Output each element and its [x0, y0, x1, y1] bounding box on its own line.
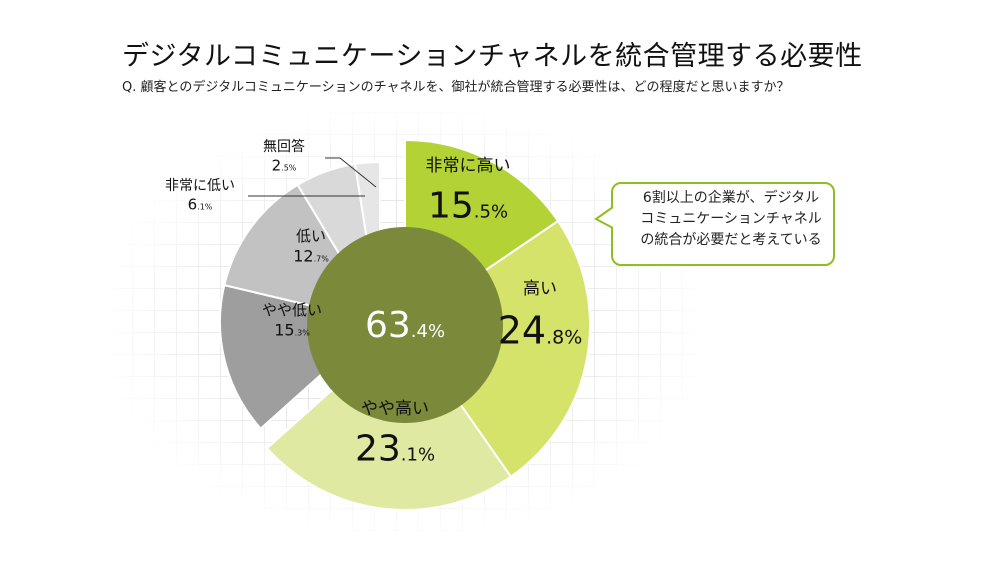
- leader-line-7: [325, 157, 377, 188]
- slice-value-5: 12.7%: [293, 247, 329, 266]
- slice-label-5: 低い: [296, 227, 326, 245]
- callout-line-2: コミュニケーションチャネル: [640, 211, 822, 227]
- leader-lines: [248, 157, 377, 197]
- callout-text: 6割以上の企業が、デジタル コミュニケーションチャネル の統合が必要だと考えてい…: [626, 188, 836, 251]
- slice-value-3: 23.1%: [355, 429, 435, 470]
- slice-value-6: 6.1%: [188, 195, 213, 213]
- slice-label-2: 高い: [523, 279, 557, 299]
- slice-labels: 63.4% 非常に高い 15.5% 高い 24.8% やや高い 23.1% やや低い 15.3%…: [165, 138, 582, 470]
- pie-slices: [219, 138, 592, 511]
- slice-label-6: 非常に低い: [165, 178, 235, 194]
- slice-label-4: やや低い: [262, 301, 322, 319]
- callout-line-3: の統合が必要だと考えている: [640, 232, 822, 248]
- question-text: Q. 顧客とのデジタルコミュニケーションのチャネルを、御社が統合管理する必要性は…: [122, 80, 790, 95]
- slice-value-2: 24.8%: [498, 308, 583, 352]
- slice-label-7: 無回答: [263, 138, 305, 155]
- slice-value-7: 2.5%: [272, 156, 297, 174]
- slice-label-1: 非常に高い: [426, 156, 511, 176]
- slice-value-4: 15.3%: [274, 321, 310, 340]
- callout-box: [611, 182, 835, 266]
- page-title: デジタルコミュニケーションチャネルを統合管理する必要性: [122, 41, 863, 72]
- center-total-circle: [307, 227, 503, 423]
- slice-label-3: やや高い: [361, 399, 429, 419]
- center-total-label: 63.4%: [365, 305, 445, 346]
- slice-value-1: 15.5%: [428, 186, 508, 227]
- callout-line-1: 6割以上の企業が、デジタル: [642, 190, 820, 206]
